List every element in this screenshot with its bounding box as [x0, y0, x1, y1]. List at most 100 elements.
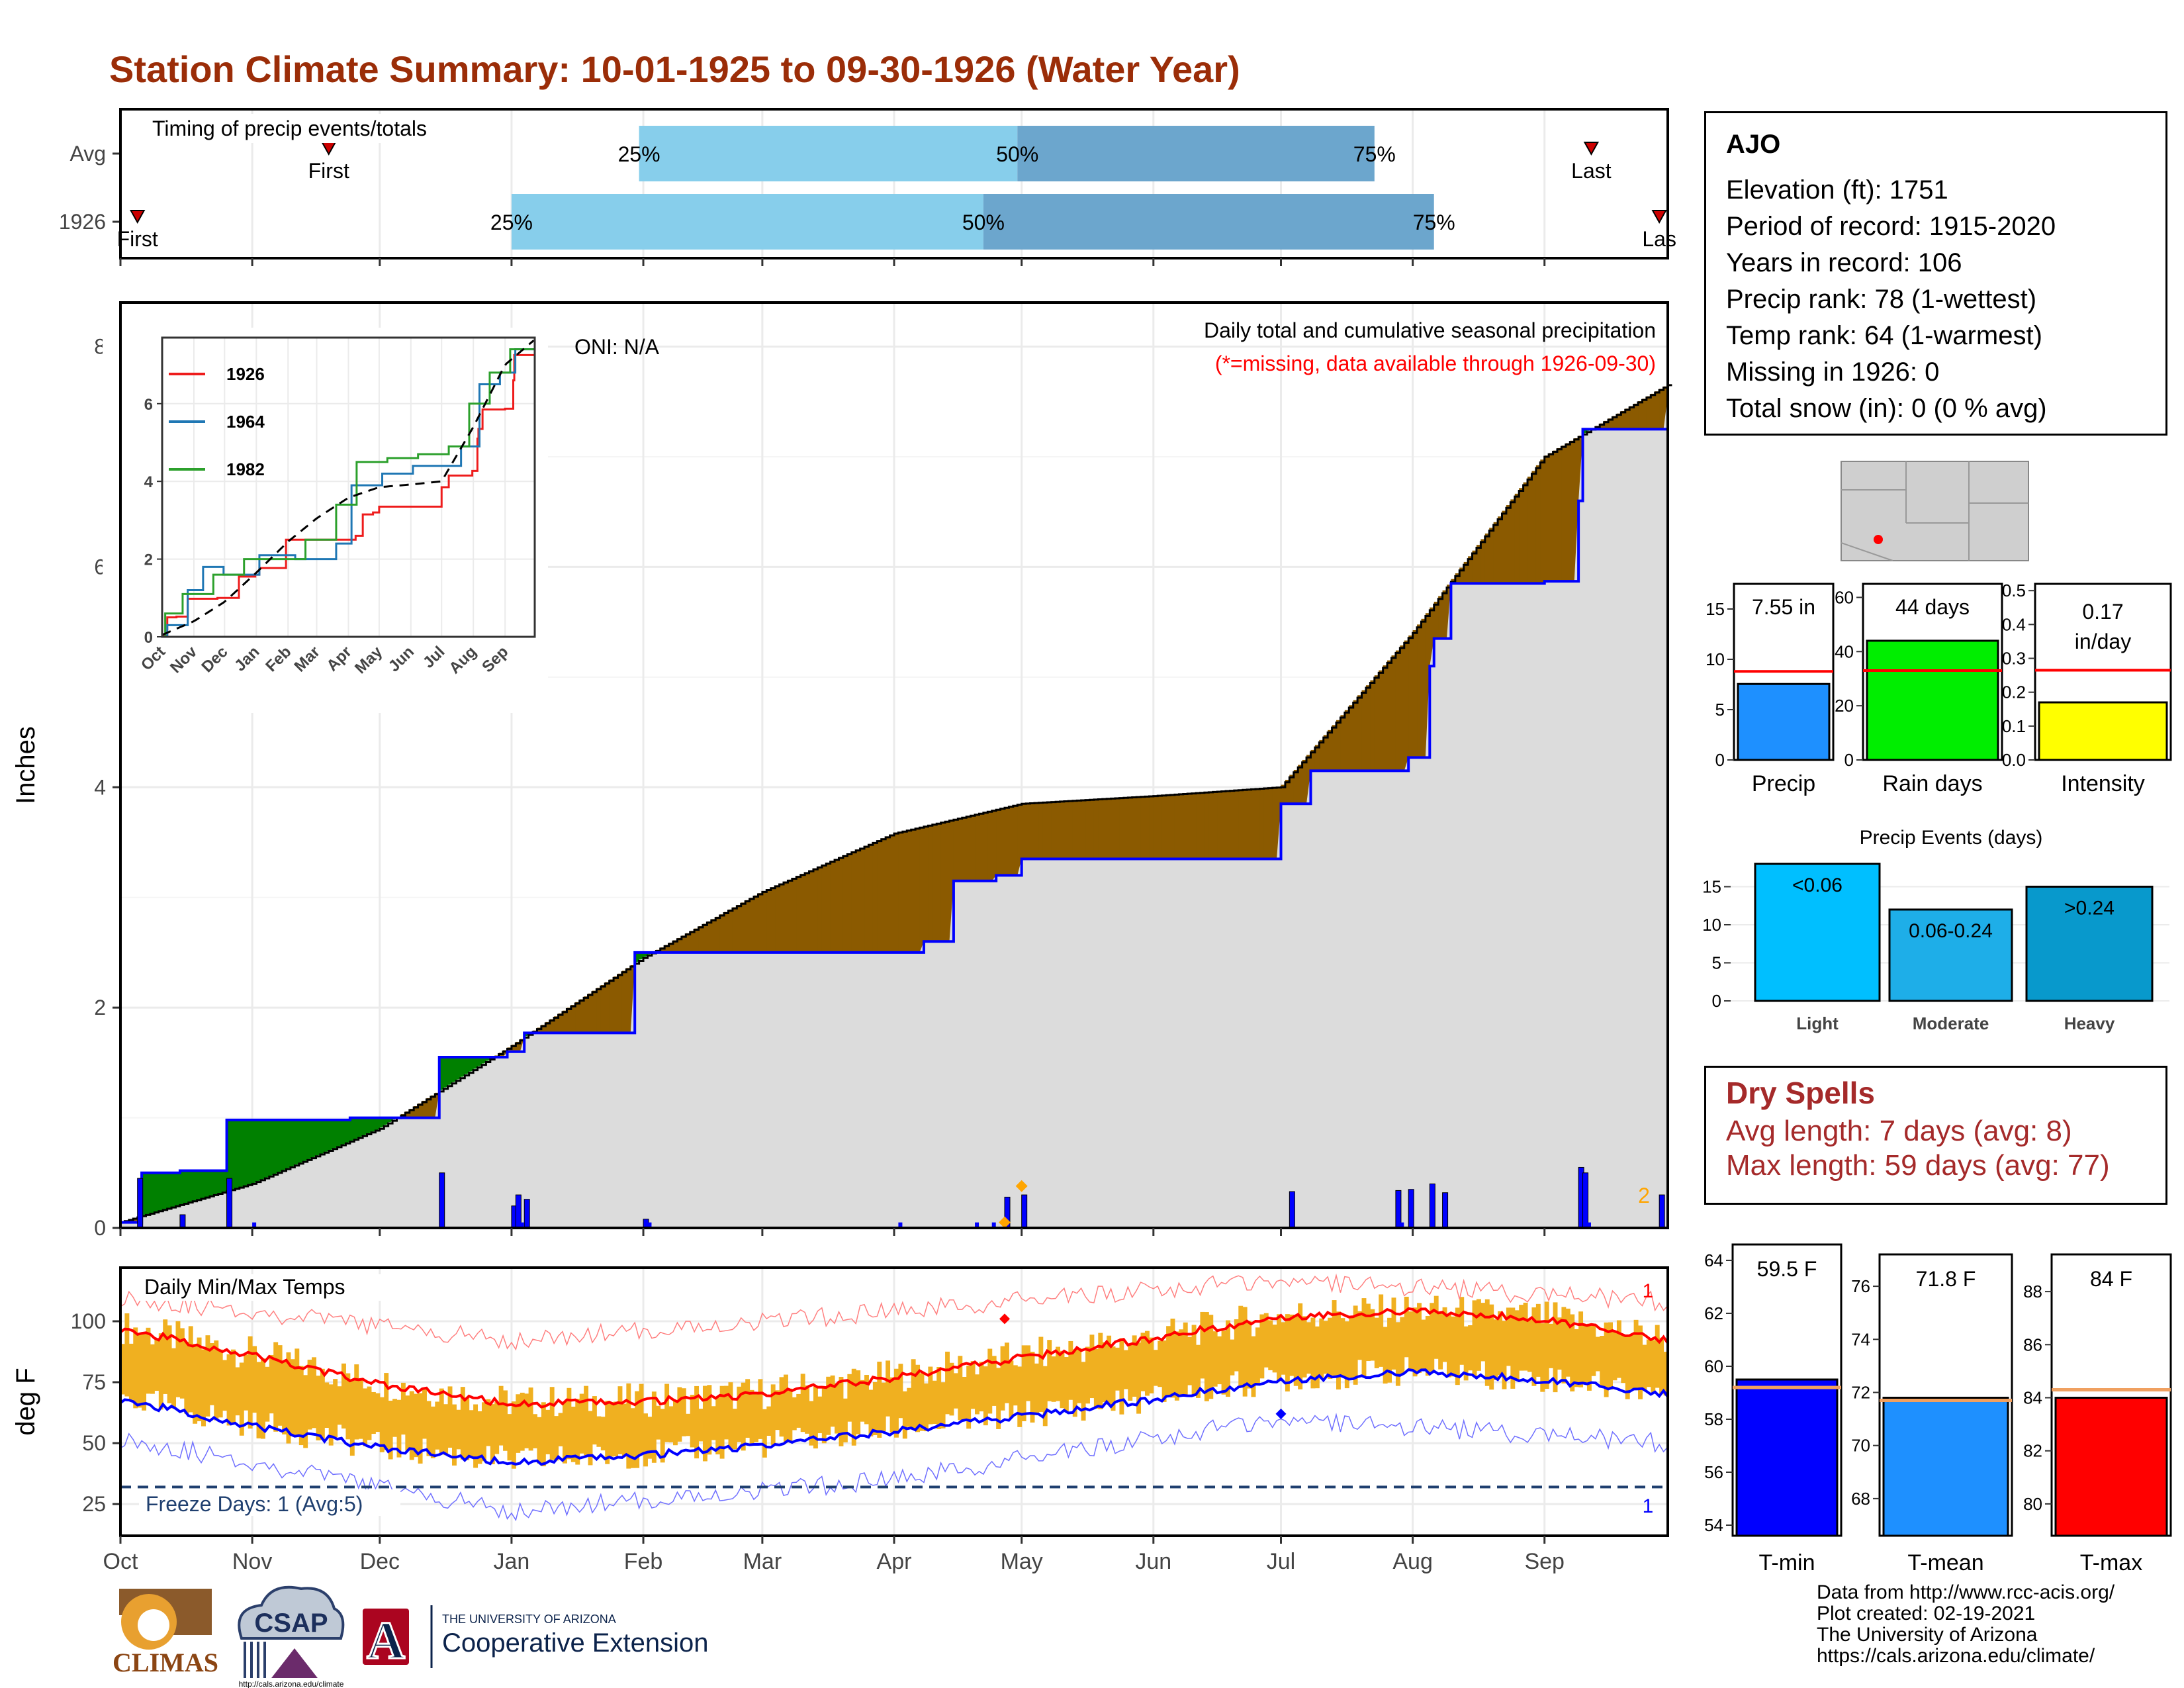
precip-diff-strip [754, 895, 759, 953]
temp-y-axis-title: deg F [11, 1368, 40, 1435]
daily-temp-range-bar [1293, 1316, 1298, 1386]
daily-temp-range-bar [537, 1417, 542, 1464]
daily-temp-range-bar [1060, 1350, 1065, 1409]
daily-temp-range-bar [886, 1360, 891, 1417]
temp-bar-y-tick-label: 58 [1704, 1409, 1723, 1429]
daily-temp-range-bar [775, 1390, 780, 1430]
daily-temp-range-bar [1340, 1318, 1345, 1377]
temp-label: Daily Min/Max Temps [144, 1275, 345, 1299]
daily-temp-range-bar [889, 1377, 895, 1432]
daily-temp-range-bar [1119, 1338, 1124, 1415]
precip-diff-strip [1017, 804, 1023, 876]
precip-diff-strip [728, 910, 733, 953]
daily-temp-range-bar [1021, 1345, 1026, 1422]
daily-temp-range-bar [754, 1393, 758, 1442]
precip-diff-strip [1056, 802, 1061, 859]
daily-temp-range-bar [1102, 1342, 1107, 1403]
daily-temp-range-bar [363, 1388, 368, 1446]
daily-temp-range-bar [1272, 1325, 1277, 1373]
daily-temp-range-bar [1174, 1331, 1179, 1401]
precip-diff-strip [218, 1170, 223, 1194]
daily-temp-range-bar [1238, 1305, 1244, 1388]
precip-diff-strip [1549, 453, 1554, 582]
daily-temp-range-bar [469, 1410, 474, 1458]
precip-diff-strip [1340, 715, 1345, 771]
record-high-line [120, 1273, 1668, 1351]
daily-precip-bar [647, 1222, 652, 1228]
daily-temp-range-bar [214, 1340, 219, 1421]
precip-diff-strip [452, 1057, 457, 1082]
daily-temp-range-bar [324, 1382, 330, 1428]
precip-diff-strip [248, 1119, 253, 1185]
daily-temp-range-bar [784, 1374, 788, 1443]
precip-diff-strip [354, 1117, 359, 1139]
precip-diff-strip [1208, 792, 1214, 859]
precip-diff-strip [1242, 790, 1248, 859]
daily-temp-range-bar [549, 1387, 555, 1460]
precip-diff-strip [1089, 800, 1095, 859]
precip-diff-strip [813, 868, 818, 953]
daily-temp-range-bar [1107, 1335, 1112, 1405]
precip-diff-strip [188, 1170, 193, 1202]
daily-temp-range-bar [830, 1375, 835, 1427]
precip-diff-strip [1115, 798, 1120, 859]
daily-temp-range-bar [1447, 1314, 1451, 1378]
precip-diff-strip [617, 973, 623, 1033]
precip-diff-strip [835, 859, 840, 953]
precip-diff-strip [1042, 802, 1048, 859]
precip-marker [1015, 1180, 1028, 1192]
daily-temp-range-bar [328, 1384, 334, 1446]
daily-temp-range-bar [694, 1385, 700, 1459]
daily-temp-range-bar [133, 1327, 138, 1409]
precip-diff-strip [1353, 700, 1358, 771]
daily-temp-range-bar [923, 1383, 929, 1432]
daily-temp-range-bar [1298, 1303, 1303, 1389]
daily-temp-range-bar [1633, 1319, 1639, 1391]
precip-diff-strip [1430, 607, 1435, 667]
precip-diff-strip [1060, 801, 1065, 859]
events-y-tick-label: 5 [1712, 953, 1721, 973]
inset-y-tick-label: 0 [144, 629, 153, 647]
daily-temp-range-bar [1314, 1326, 1320, 1389]
daily-temp-range-bar [1489, 1304, 1494, 1390]
temp-label-bg [136, 1274, 384, 1301]
dry-spells-box: Dry Spells Avg length: 7 days (avg: 8) M… [1704, 1066, 2167, 1205]
inset-legend-label: 1982 [226, 459, 265, 479]
precip-diff-strip [422, 1100, 428, 1118]
daily-temp-range-bar [477, 1411, 482, 1464]
mini-bar-y-tick-label: 0.3 [2002, 649, 2026, 669]
precip-diff-strip [1459, 567, 1465, 584]
precip-diff-strip [796, 876, 801, 953]
daily-temp-range-bar [452, 1404, 457, 1466]
precip-diff-strip [1433, 602, 1439, 639]
temperature-panel: 1 1 Daily Min/Max Temps Freeze Days: 1 (Avg… [11, 1266, 1669, 1574]
daily-temp-range-bar [1140, 1333, 1146, 1391]
precip-diff-strip [1336, 720, 1342, 771]
timing-marker [1583, 142, 1600, 156]
precip-diff-strip [358, 1117, 363, 1137]
precip-diff-strip [1527, 477, 1533, 584]
precip-diff-strip [1328, 729, 1333, 771]
station-period: Period of record: 1915-2020 [1726, 212, 2056, 241]
precip-diff-strip [1281, 784, 1286, 804]
daily-temp-range-bar [1574, 1329, 1579, 1387]
daily-temp-range-bar [128, 1343, 134, 1400]
daily-temp-range-bar [839, 1376, 844, 1446]
daily-temp-range-bar [962, 1376, 967, 1421]
month-tick-label: Nov [232, 1549, 272, 1574]
precip-diff-strip [1038, 802, 1044, 859]
daily-temp-range-bar [337, 1386, 342, 1425]
precip-diff-strip [443, 1057, 449, 1088]
precip-diff-strip [1582, 429, 1588, 434]
csap-logo-text: CSAP [254, 1609, 328, 1638]
precip-diff-strip [1030, 803, 1035, 859]
precip-diff-strip [524, 1033, 529, 1037]
temp-bar-value: 59.5 F [1757, 1257, 1817, 1281]
daily-precip-bar [523, 1199, 530, 1229]
daily-temp-range-bar [1493, 1319, 1498, 1380]
daily-temp-range-bar [1353, 1305, 1358, 1385]
precip-diff-strip [1144, 796, 1150, 859]
inset-frame [161, 336, 536, 638]
precip-diff-strip [847, 853, 852, 953]
precip-diff-strip [1221, 791, 1226, 859]
